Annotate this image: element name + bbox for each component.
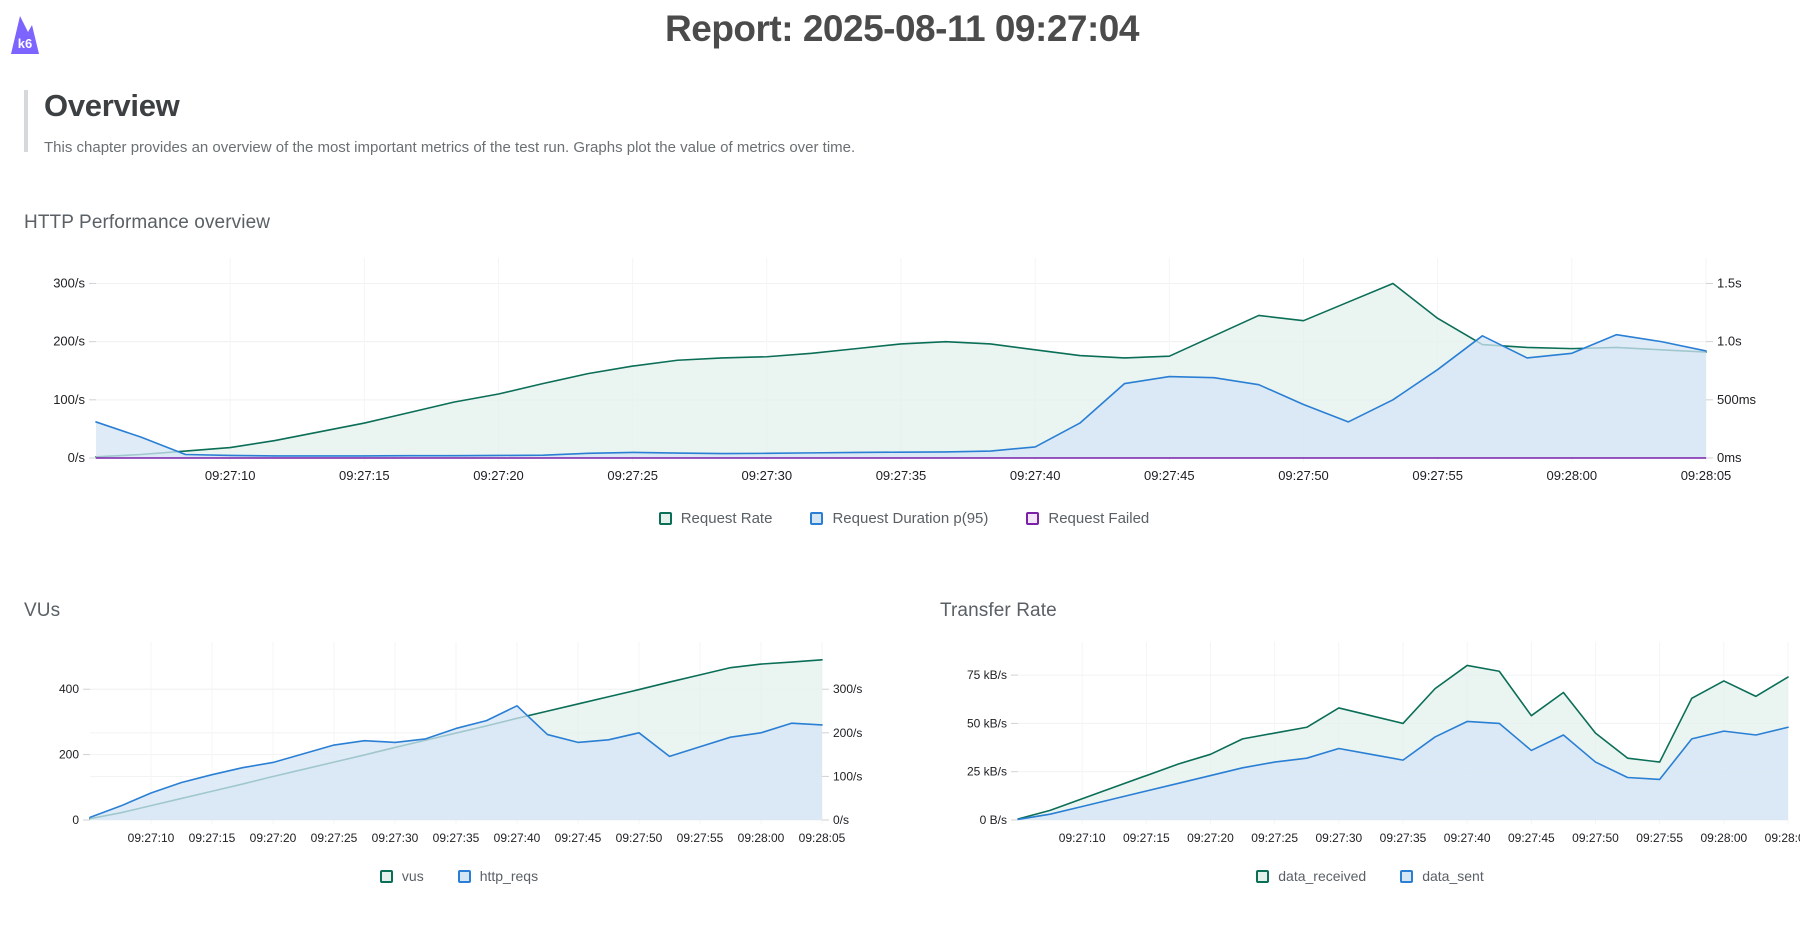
svg-text:09:27:30: 09:27:30 — [742, 468, 793, 483]
svg-text:300/s: 300/s — [833, 682, 862, 696]
svg-text:300/s: 300/s — [53, 275, 85, 290]
svg-text:200/s: 200/s — [833, 726, 862, 740]
panel-http-performance: HTTP Performance overview 0/s 100/s 200/s 3… — [24, 212, 1784, 527]
svg-text:0/s: 0/s — [68, 450, 86, 465]
chart-vus: 0 200 400 0/s 100/s 200/s 300/s 09:27:10 09:27:1… — [24, 636, 894, 856]
svg-text:09:28:05: 09:28:05 — [799, 831, 846, 845]
svg-text:0: 0 — [72, 813, 79, 827]
legend-swatch-request_failed-icon — [1026, 512, 1040, 525]
svg-text:75 kB/s: 75 kB/s — [967, 668, 1007, 682]
svg-text:09:27:55: 09:27:55 — [1636, 831, 1683, 845]
svg-text:k6: k6 — [18, 36, 32, 51]
chart-svg-vus: 0 200 400 0/s 100/s 200/s 300/s 09:27:10 09:27:1… — [59, 642, 862, 845]
legend-label-data_received: data_received — [1278, 868, 1367, 884]
svg-text:09:28:05: 09:28:05 — [1765, 831, 1800, 845]
svg-text:09:27:10: 09:27:10 — [128, 831, 175, 845]
svg-text:400: 400 — [59, 682, 79, 696]
svg-text:09:28:00: 09:28:00 — [1700, 831, 1747, 845]
svg-text:25 kB/s: 25 kB/s — [967, 765, 1007, 779]
svg-text:09:27:20: 09:27:20 — [473, 468, 524, 483]
chart-transfer-rate: 0 B/s 25 kB/s 50 kB/s 75 kB/s 09:27:10 09:27:… — [940, 636, 1800, 856]
legend-swatch-request_rate-icon — [658, 512, 672, 525]
legend-vus: vus http_reqs — [24, 868, 894, 884]
panel-title-transfer-rate: Transfer Rate — [940, 600, 1057, 621]
svg-text:09:27:15: 09:27:15 — [1123, 831, 1170, 845]
chapter-accent-bar — [24, 90, 28, 152]
svg-text:100/s: 100/s — [833, 769, 862, 783]
legend-item-request_failed[interactable]: Request Failed — [1026, 510, 1149, 527]
svg-text:09:27:35: 09:27:35 — [876, 468, 927, 483]
svg-text:200/s: 200/s — [53, 334, 85, 349]
legend-swatch-data_received-icon — [1256, 869, 1270, 883]
svg-text:09:27:40: 09:27:40 — [1010, 468, 1061, 483]
svg-text:200: 200 — [59, 748, 79, 762]
svg-text:09:27:50: 09:27:50 — [616, 831, 663, 845]
svg-text:09:27:15: 09:27:15 — [339, 468, 390, 483]
svg-text:09:27:40: 09:27:40 — [1444, 831, 1491, 845]
svg-text:0 B/s: 0 B/s — [980, 813, 1007, 827]
svg-text:1.0s: 1.0s — [1717, 334, 1742, 349]
svg-text:09:27:15: 09:27:15 — [189, 831, 236, 845]
svg-text:09:28:00: 09:28:00 — [1547, 468, 1598, 483]
svg-text:09:27:10: 09:27:10 — [205, 468, 256, 483]
svg-text:1.5s: 1.5s — [1717, 275, 1742, 290]
legend-item-data_received[interactable]: data_received — [1256, 868, 1366, 884]
chapter-overview: Overview This chapter provides an overvi… — [24, 88, 1784, 156]
svg-text:09:27:50: 09:27:50 — [1278, 468, 1329, 483]
svg-text:09:28:00: 09:28:00 — [738, 831, 785, 845]
panel-vus: VUs 0 200 400 0/s 100/s 200/s 300/s 09:27:10 09:… — [24, 600, 894, 884]
svg-text:09:27:40: 09:27:40 — [494, 831, 541, 845]
svg-text:09:27:20: 09:27:20 — [250, 831, 297, 845]
panel-title-vus: VUs — [24, 600, 61, 621]
legend-item-vus[interactable]: vus — [379, 868, 424, 884]
svg-text:09:28:05: 09:28:05 — [1681, 468, 1732, 483]
svg-text:09:27:55: 09:27:55 — [677, 831, 724, 845]
svg-text:09:27:45: 09:27:45 — [555, 831, 602, 845]
svg-text:09:27:25: 09:27:25 — [1251, 831, 1298, 845]
legend-label-data_sent: data_sent — [1422, 868, 1484, 884]
svg-text:09:27:30: 09:27:30 — [1315, 831, 1362, 845]
svg-text:09:27:30: 09:27:30 — [372, 831, 419, 845]
legend-label-vus: vus — [401, 868, 424, 884]
svg-text:09:27:55: 09:27:55 — [1412, 468, 1463, 483]
svg-text:09:27:35: 09:27:35 — [1380, 831, 1427, 845]
legend-item-request_rate[interactable]: Request Rate — [658, 510, 773, 527]
panel-title-http: HTTP Performance overview — [24, 212, 271, 233]
chapter-title: Overview — [44, 88, 180, 123]
svg-text:50 kB/s: 50 kB/s — [967, 716, 1007, 730]
svg-text:09:27:25: 09:27:25 — [607, 468, 658, 483]
legend-label-request_failed: Request Failed — [1048, 510, 1150, 527]
svg-text:09:27:35: 09:27:35 — [433, 831, 480, 845]
svg-text:09:27:50: 09:27:50 — [1572, 831, 1619, 845]
legend-swatch-request_duration_p95-icon — [810, 512, 824, 525]
legend-swatch-http_reqs-icon — [457, 869, 471, 883]
chart-svg-http: 0/s 100/s 200/s 300/s 0ms 500ms 1.0s 1.5s 09:27:… — [53, 258, 1757, 483]
svg-text:0/s: 0/s — [833, 813, 849, 827]
chart-svg-transfer-rate: 0 B/s 25 kB/s 50 kB/s 75 kB/s 09:27:10 09:27:… — [967, 642, 1800, 845]
svg-text:100/s: 100/s — [53, 392, 85, 407]
page-title: Report: 2025-08-11 09:27:04 — [665, 8, 1139, 49]
svg-text:0ms: 0ms — [1717, 450, 1742, 465]
k6-logo-icon: k6 — [8, 12, 42, 58]
svg-text:09:27:20: 09:27:20 — [1187, 831, 1234, 845]
panel-transfer-rate: Transfer Rate 0 B/s 25 kB/s 50 kB/s 75 kB/s… — [940, 600, 1800, 884]
legend-label-http_reqs: http_reqs — [479, 868, 539, 884]
legend-item-http_reqs[interactable]: http_reqs — [457, 868, 539, 884]
legend-swatch-data_sent-icon — [1400, 869, 1414, 883]
chapter-description: This chapter provides an overview of the… — [44, 139, 856, 156]
svg-text:09:27:10: 09:27:10 — [1059, 831, 1106, 845]
legend-swatch-vus-icon — [379, 869, 393, 883]
legend-http: Request Rate Request Duration p(95) Reques… — [24, 510, 1784, 527]
svg-text:500ms: 500ms — [1717, 392, 1757, 407]
legend-item-data_sent[interactable]: data_sent — [1400, 868, 1484, 884]
legend-label-request_duration_p95: Request Duration p(95) — [832, 510, 989, 527]
svg-text:09:27:25: 09:27:25 — [311, 831, 358, 845]
svg-text:09:27:45: 09:27:45 — [1144, 468, 1195, 483]
chart-http-performance: 0/s 100/s 200/s 300/s 0ms 500ms 1.0s 1.5s 09:27:… — [24, 248, 1784, 498]
legend-label-request_rate: Request Rate — [680, 510, 773, 527]
svg-text:09:27:45: 09:27:45 — [1508, 831, 1555, 845]
legend-item-request_duration_p95[interactable]: Request Duration p(95) — [810, 510, 988, 527]
legend-transfer-rate: data_received data_sent — [940, 868, 1800, 884]
